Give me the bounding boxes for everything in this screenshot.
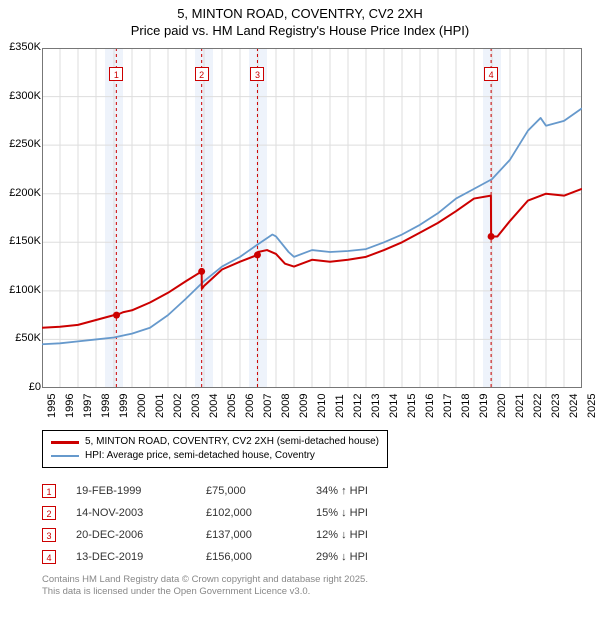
event-box-4: 4 [42, 550, 56, 564]
footer-line2: This data is licensed under the Open Gov… [42, 586, 368, 598]
legend-swatch-1 [51, 455, 79, 457]
y-tick-label: £50K [1, 332, 41, 344]
event-diff: 29% ↓ HPI [316, 551, 416, 563]
x-tick-label: 2013 [370, 394, 382, 418]
x-tick-label: 2008 [280, 394, 292, 418]
footer-line1: Contains HM Land Registry data © Crown c… [42, 574, 368, 586]
title-main: 5, MINTON ROAD, COVENTRY, CV2 2XH [10, 6, 590, 21]
legend-row: 5, MINTON ROAD, COVENTRY, CV2 2XH (semi-… [51, 435, 379, 449]
legend: 5, MINTON ROAD, COVENTRY, CV2 2XH (semi-… [42, 430, 388, 468]
event-box-1: 1 [42, 484, 56, 498]
x-tick-label: 2006 [244, 394, 256, 418]
y-tick-label: £0 [1, 381, 41, 393]
event-date: 20-DEC-2006 [76, 529, 206, 541]
event-marker-3: 3 [250, 67, 264, 81]
event-price: £156,000 [206, 551, 316, 563]
event-diff: 12% ↓ HPI [316, 529, 416, 541]
footer: Contains HM Land Registry data © Crown c… [42, 574, 368, 599]
x-tick-label: 1997 [82, 394, 94, 418]
chart-svg [42, 48, 582, 388]
x-tick-label: 2012 [352, 394, 364, 418]
title-sub: Price paid vs. HM Land Registry's House … [10, 23, 590, 38]
x-tick-label: 2004 [208, 394, 220, 418]
event-marker-4: 4 [484, 67, 498, 81]
event-marker-1: 1 [109, 67, 123, 81]
y-tick-label: £200K [1, 187, 41, 199]
x-tick-label: 2021 [514, 394, 526, 418]
x-tick-label: 2024 [568, 394, 580, 418]
event-box-3: 3 [42, 528, 56, 542]
event-date: 19-FEB-1999 [76, 485, 206, 497]
x-tick-label: 2009 [298, 394, 310, 418]
x-tick-label: 2003 [190, 394, 202, 418]
table-row: 4 13-DEC-2019 £156,000 29% ↓ HPI [42, 546, 416, 568]
y-tick-label: £300K [1, 90, 41, 102]
x-tick-label: 1996 [64, 394, 76, 418]
legend-label-0: 5, MINTON ROAD, COVENTRY, CV2 2XH (semi-… [85, 435, 379, 449]
legend-label-1: HPI: Average price, semi-detached house,… [85, 449, 315, 463]
x-tick-label: 2014 [388, 394, 400, 418]
x-tick-label: 1998 [100, 394, 112, 418]
x-tick-label: 2025 [586, 394, 598, 418]
chart-container: 5, MINTON ROAD, COVENTRY, CV2 2XH Price … [0, 0, 600, 620]
legend-swatch-0 [51, 441, 79, 444]
event-marker-2: 2 [195, 67, 209, 81]
title-block: 5, MINTON ROAD, COVENTRY, CV2 2XH Price … [0, 0, 600, 40]
y-tick-label: £100K [1, 284, 41, 296]
x-tick-label: 2010 [316, 394, 328, 418]
x-tick-label: 1999 [118, 394, 130, 418]
x-tick-label: 2020 [496, 394, 508, 418]
event-diff: 15% ↓ HPI [316, 507, 416, 519]
legend-row: HPI: Average price, semi-detached house,… [51, 449, 379, 463]
x-tick-label: 2016 [424, 394, 436, 418]
table-row: 2 14-NOV-2003 £102,000 15% ↓ HPI [42, 502, 416, 524]
table-row: 1 19-FEB-1999 £75,000 34% ↑ HPI [42, 480, 416, 502]
x-tick-label: 2023 [550, 394, 562, 418]
x-tick-label: 2001 [154, 394, 166, 418]
x-tick-label: 2005 [226, 394, 238, 418]
y-tick-label: £350K [1, 41, 41, 53]
x-tick-label: 2011 [334, 394, 346, 418]
x-tick-label: 2017 [442, 394, 454, 418]
y-tick-label: £150K [1, 235, 41, 247]
event-date: 13-DEC-2019 [76, 551, 206, 563]
event-price: £137,000 [206, 529, 316, 541]
x-tick-label: 2018 [460, 394, 472, 418]
y-tick-label: £250K [1, 138, 41, 150]
x-tick-label: 2019 [478, 394, 490, 418]
event-box-2: 2 [42, 506, 56, 520]
event-price: £102,000 [206, 507, 316, 519]
table-row: 3 20-DEC-2006 £137,000 12% ↓ HPI [42, 524, 416, 546]
x-tick-label: 2000 [136, 394, 148, 418]
events-table: 1 19-FEB-1999 £75,000 34% ↑ HPI 2 14-NOV… [42, 480, 416, 568]
x-tick-label: 1995 [46, 394, 58, 418]
event-price: £75,000 [206, 485, 316, 497]
event-date: 14-NOV-2003 [76, 507, 206, 519]
x-tick-label: 2022 [532, 394, 544, 418]
x-tick-label: 2015 [406, 394, 418, 418]
chart-plot-area [42, 48, 582, 388]
event-diff: 34% ↑ HPI [316, 485, 416, 497]
x-tick-label: 2002 [172, 394, 184, 418]
x-tick-label: 2007 [262, 394, 274, 418]
